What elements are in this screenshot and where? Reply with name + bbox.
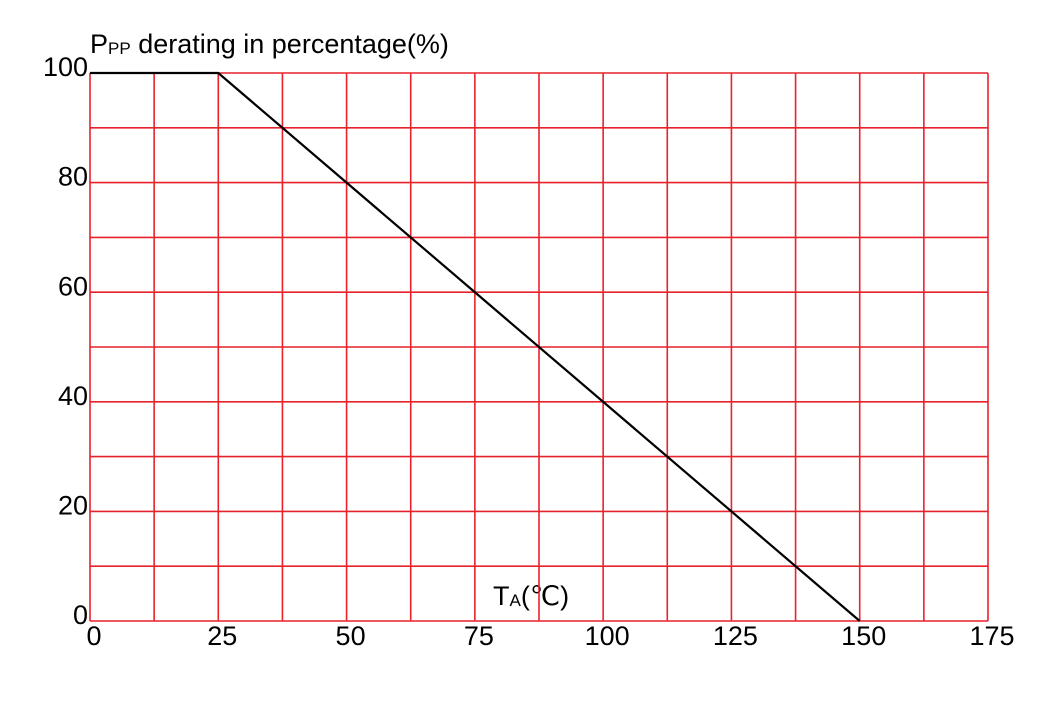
x-tick-label: 0 xyxy=(86,621,101,651)
label-suffix: derating in percentage(%) xyxy=(131,29,449,59)
label-main: T xyxy=(493,581,510,611)
y-tick-label: 100 xyxy=(43,52,88,82)
x-tick-label: 125 xyxy=(713,621,758,651)
x-axis-label: TA(℃) xyxy=(493,581,569,611)
x-tick-label: 50 xyxy=(336,621,366,651)
y-tick-label: 80 xyxy=(58,162,88,192)
y-tick-label: 40 xyxy=(58,381,88,411)
x-tick-label: 100 xyxy=(585,621,630,651)
derating-line xyxy=(90,71,861,622)
label-suffix: (℃) xyxy=(521,581,569,611)
y-tick-label: 60 xyxy=(58,271,88,301)
label-main: P xyxy=(90,29,108,59)
x-tick-label: 150 xyxy=(841,621,886,651)
label-subscript: PP xyxy=(108,39,131,58)
x-tick-label: 75 xyxy=(464,621,494,651)
y-axis-label: PPP derating in percentage(%) xyxy=(90,29,449,59)
y-tick-label: 20 xyxy=(58,491,88,521)
y-tick-label: 0 xyxy=(73,600,88,630)
x-tick-label: 175 xyxy=(969,621,1014,651)
label-subscript: A xyxy=(510,591,522,610)
x-tick-label: 25 xyxy=(207,621,237,651)
